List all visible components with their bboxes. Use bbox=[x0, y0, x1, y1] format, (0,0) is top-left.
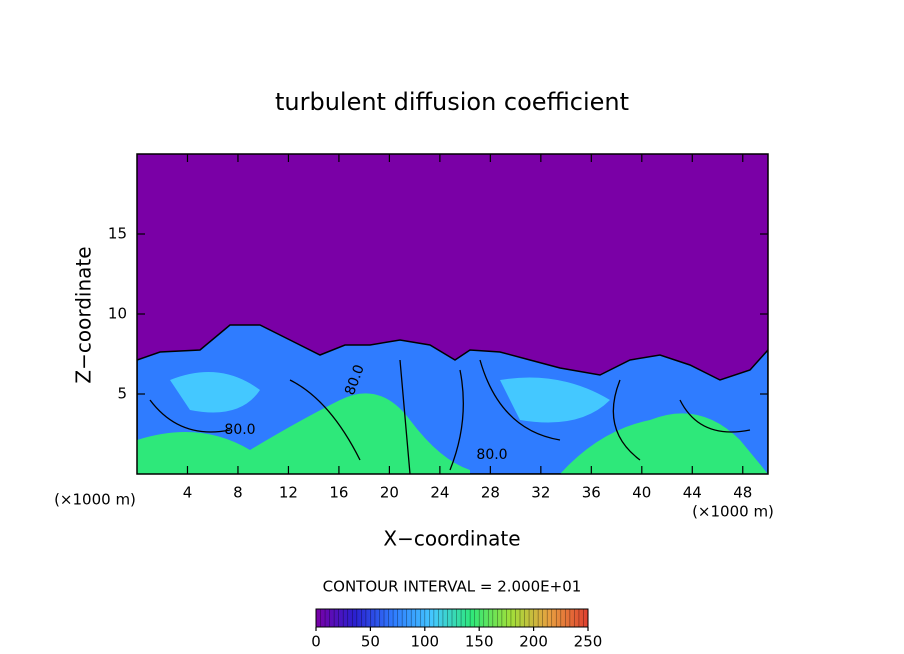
y-tick-label: 10 bbox=[108, 305, 127, 323]
x-tick-label: 12 bbox=[279, 484, 298, 502]
x-tick-label: 32 bbox=[531, 484, 550, 502]
x-tick-label: 8 bbox=[233, 484, 243, 502]
x-tick-label: 20 bbox=[380, 484, 399, 502]
colorbar-tick-label: 100 bbox=[410, 633, 439, 651]
field-region bbox=[170, 372, 260, 413]
x-tick-label: 4 bbox=[183, 484, 193, 502]
contour-interval: CONTOUR INTERVAL = 2.000E+01 bbox=[323, 578, 582, 596]
x-tick-label: 28 bbox=[481, 484, 500, 502]
y-axis-label: Z−coordinate bbox=[72, 246, 96, 383]
contour-label: 80.0 bbox=[476, 447, 507, 463]
colorbar-tick-label: 250 bbox=[574, 633, 603, 651]
y-tick-label: 5 bbox=[117, 385, 127, 403]
colorbar-tick-label: 50 bbox=[361, 633, 380, 651]
x-tick-label: 24 bbox=[430, 484, 449, 502]
x-tick-label: 48 bbox=[733, 484, 752, 502]
contour-label: 80.0 bbox=[224, 422, 255, 438]
x-tick-label: 44 bbox=[683, 484, 702, 502]
field-region bbox=[137, 393, 470, 474]
x-unit-label: (×1000 m) bbox=[692, 503, 774, 521]
field-region bbox=[560, 413, 768, 474]
x-tick-label: 16 bbox=[329, 484, 348, 502]
field bbox=[137, 324, 768, 474]
chart-title: turbulent diffusion coefficient bbox=[275, 88, 629, 116]
colorbar-tick-label: 0 bbox=[311, 633, 321, 651]
x-tick-label: 36 bbox=[582, 484, 601, 502]
x-unit-label: (×1000 m) bbox=[54, 491, 136, 509]
y-tick-label: 15 bbox=[108, 225, 127, 243]
x-tick-label: 40 bbox=[632, 484, 651, 502]
x-axis-label: X−coordinate bbox=[383, 527, 520, 551]
colorbar-tick-label: 150 bbox=[465, 633, 494, 651]
contour-line bbox=[149, 359, 751, 474]
field-region bbox=[500, 377, 610, 423]
colorbar-tick-label: 200 bbox=[519, 633, 548, 651]
